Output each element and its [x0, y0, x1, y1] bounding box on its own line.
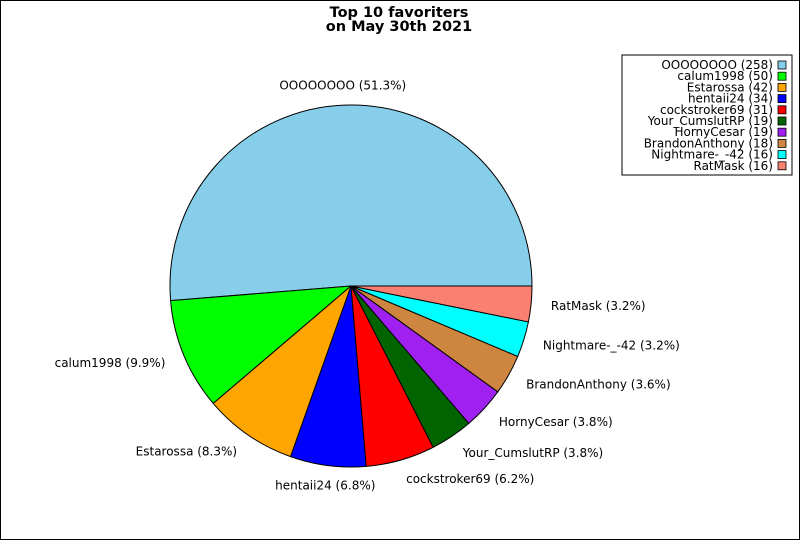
legend-swatch: [777, 71, 787, 81]
slice-label: Your_CumslutRP (3.8%): [462, 446, 603, 460]
pie-slice-calum1998: [170, 285, 352, 404]
legend-swatch: [777, 138, 787, 148]
slice-label: BrandonAnthony (3.6%): [526, 378, 671, 392]
legend-swatch: [777, 161, 787, 171]
legend-label: Nightmare-_-42 (16): [651, 148, 773, 162]
pie-slice-ratmask: [350, 285, 533, 323]
legend-swatch: [777, 127, 787, 137]
pie-slice-labels: OOOOOOOO (51.3%) calum1998 (9.9%) Estaross…: [55, 78, 680, 492]
slice-label: Estarossa (8.3%): [136, 445, 237, 459]
legend-swatch: [777, 83, 787, 92]
legend-label: Your_CumslutRP (19): [647, 114, 773, 128]
legend-label: OOOOOOOO (258): [661, 58, 773, 72]
legend-swatch: [777, 116, 787, 126]
legend-swatch: [777, 150, 787, 160]
slice-label: RatMask (3.2%): [551, 299, 646, 313]
slice-label: Nightmare-_-42 (3.2%): [543, 338, 680, 352]
legend-label: cockstroker69 (31): [660, 103, 773, 117]
legend-swatch: [777, 94, 787, 103]
pie-slice-oooooooo: [169, 104, 533, 302]
slice-label: cockstroker69 (6.2%): [406, 472, 534, 486]
pie-slices: [169, 104, 533, 468]
chart-title-line-1: Top 10 favoriters: [330, 5, 469, 21]
legend: OOOOOOOO (258)calum1998 (50)Estarossa (4…: [621, 54, 793, 176]
legend-swatch: [777, 105, 787, 115]
legend-swatch: [777, 60, 787, 70]
legend-label: hentaii24 (34): [688, 92, 773, 106]
legend-label: calum1998 (50): [677, 69, 773, 83]
legend-box: [621, 54, 793, 176]
pie-slice-estarossa: [212, 285, 352, 458]
slice-label: HornyCesar (3.8%): [499, 415, 613, 429]
legend-label: RatMask (16): [694, 159, 774, 173]
chart-title-line-2: on May 30th 2021: [326, 19, 472, 35]
legend-label: Estarossa (42): [687, 80, 773, 94]
slice-label: calum1998 (9.9%): [55, 356, 166, 370]
legend-label: BrandonAnthony (18): [644, 136, 773, 150]
slice-label: OOOOOOOO (51.3%): [279, 78, 406, 92]
legend-label: HornyCesar (19): [674, 125, 773, 139]
slice-label: hentaii24 (6.8%): [275, 478, 375, 492]
